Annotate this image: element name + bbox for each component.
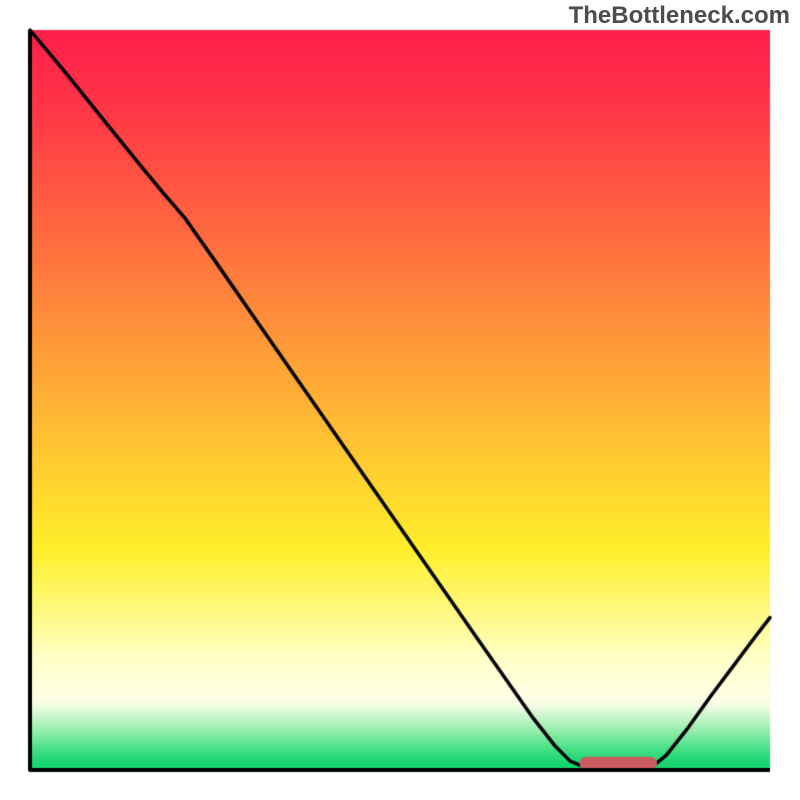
chart-container: TheBottleneck.com xyxy=(0,0,800,800)
bottleneck-chart xyxy=(0,0,800,800)
